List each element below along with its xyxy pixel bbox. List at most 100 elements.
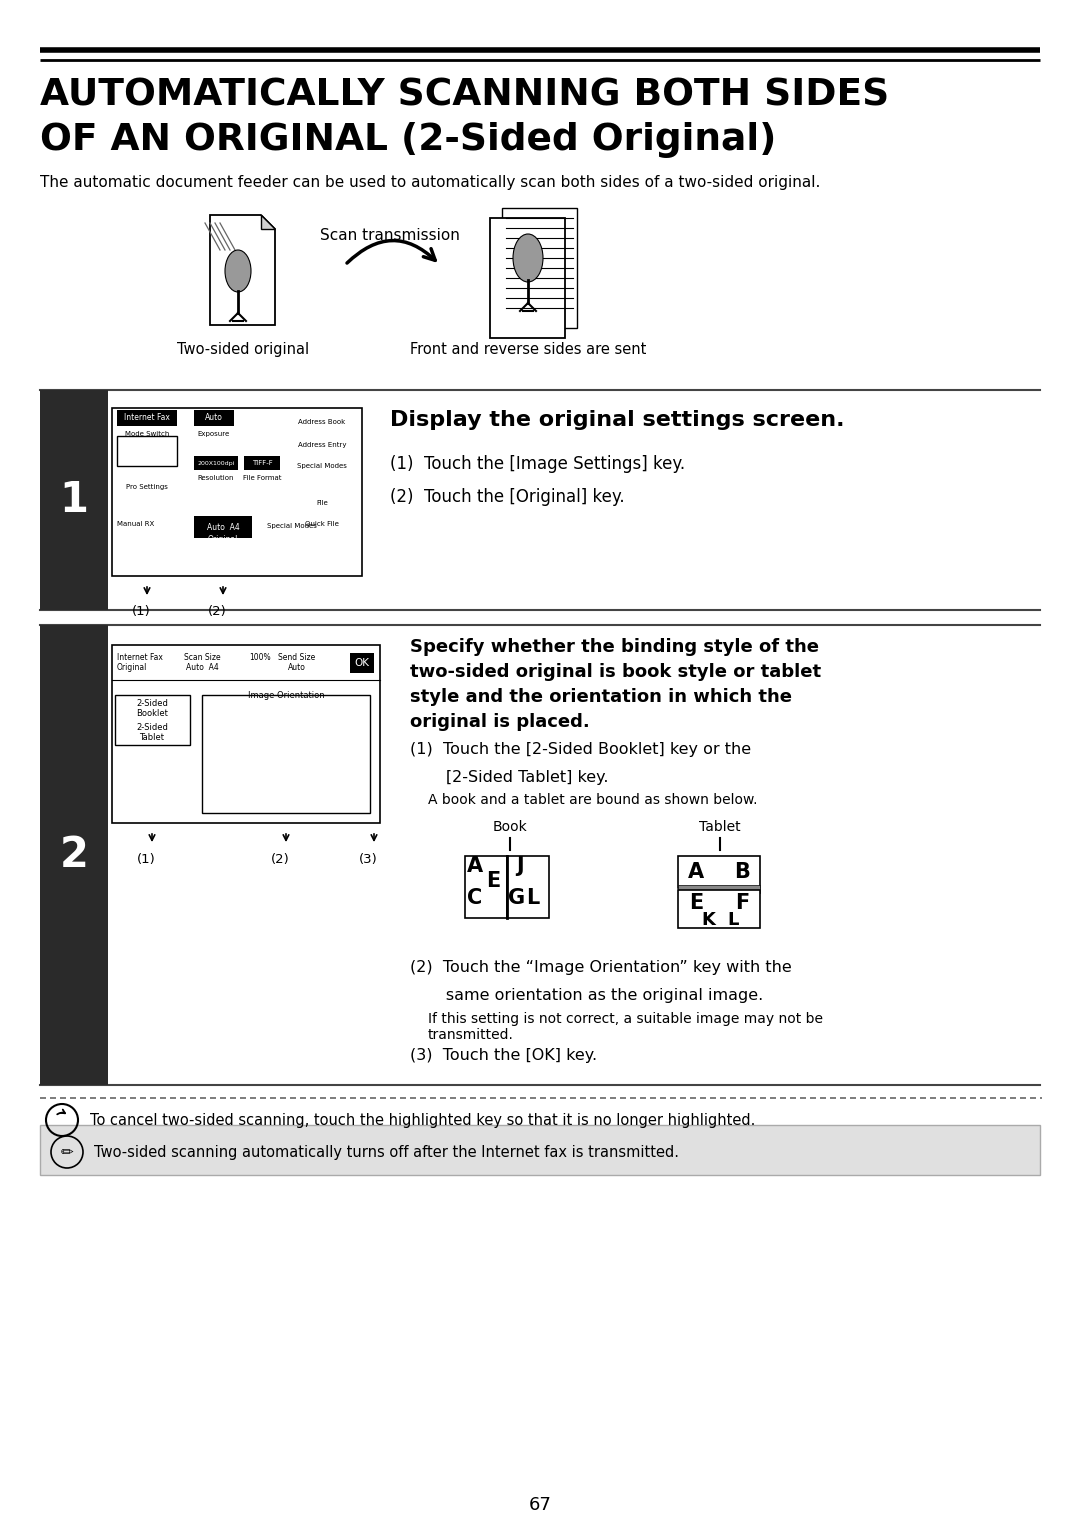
Bar — [350, 652, 374, 672]
Text: Settings: Settings — [131, 457, 163, 466]
Text: (2)  Touch the [Original] key.: (2) Touch the [Original] key. — [390, 487, 624, 506]
Text: 67: 67 — [528, 1496, 552, 1514]
Text: Image: Image — [135, 448, 159, 457]
Bar — [194, 516, 252, 538]
Text: Two-sided scanning automatically turns off after the Internet fax is transmitted: Two-sided scanning automatically turns o… — [94, 1144, 679, 1160]
Text: A: A — [688, 862, 704, 882]
Text: 2-Sided: 2-Sided — [136, 723, 167, 732]
Text: File: File — [316, 500, 328, 506]
Text: Original: Original — [117, 663, 147, 671]
Text: J: J — [516, 856, 524, 876]
Text: Resolution: Resolution — [198, 475, 234, 481]
Bar — [112, 645, 380, 824]
Text: If this setting is not correct, a suitable image may not be
transmitted.: If this setting is not correct, a suitab… — [428, 1012, 823, 1042]
Text: Tablet: Tablet — [699, 821, 741, 834]
Bar — [465, 856, 507, 918]
Text: (2)  Touch the “Image Orientation” key with the: (2) Touch the “Image Orientation” key wi… — [410, 960, 792, 975]
Bar — [507, 856, 549, 918]
Text: Image Orientation: Image Orientation — [247, 691, 324, 700]
FancyArrowPatch shape — [347, 240, 435, 263]
Text: OF AN ORIGINAL (2-Sided Original): OF AN ORIGINAL (2-Sided Original) — [40, 122, 777, 157]
Text: (1): (1) — [137, 853, 156, 865]
Polygon shape — [261, 215, 275, 229]
Text: To cancel two-sided scanning, touch the highlighted key so that it is no longer : To cancel two-sided scanning, touch the … — [90, 1112, 755, 1128]
Bar — [678, 889, 760, 927]
Text: Front and reverse sides are sent: Front and reverse sides are sent — [409, 342, 646, 358]
Bar — [117, 435, 177, 466]
Text: [2-Sided Tablet] key.: [2-Sided Tablet] key. — [410, 770, 608, 785]
Text: Auto: Auto — [288, 663, 306, 671]
Text: Auto  A4: Auto A4 — [186, 663, 218, 671]
Text: A: A — [467, 856, 483, 876]
Text: AUTOMATICALLY SCANNING BOTH SIDES: AUTOMATICALLY SCANNING BOTH SIDES — [40, 78, 889, 115]
Text: Scan Size: Scan Size — [184, 652, 220, 662]
Ellipse shape — [513, 234, 543, 283]
Text: K: K — [701, 911, 715, 929]
Text: 200X100dpi: 200X100dpi — [198, 460, 234, 466]
Text: (2): (2) — [208, 605, 227, 617]
Text: Special Modes: Special Modes — [267, 523, 316, 529]
Text: (2): (2) — [271, 853, 289, 865]
Ellipse shape — [225, 251, 251, 292]
Text: Tablet: Tablet — [139, 732, 164, 741]
Text: TIFF-F: TIFF-F — [252, 460, 272, 466]
Text: (1)  Touch the [Image Settings] key.: (1) Touch the [Image Settings] key. — [390, 455, 685, 474]
Text: L: L — [727, 911, 739, 929]
Text: Booklet: Booklet — [136, 709, 167, 718]
Bar — [40, 390, 108, 610]
Bar — [202, 695, 370, 813]
Text: C: C — [468, 888, 483, 908]
Bar — [502, 208, 577, 329]
Text: A book and a tablet are bound as shown below.: A book and a tablet are bound as shown b… — [428, 793, 757, 807]
Bar — [40, 1125, 1040, 1175]
Bar — [194, 455, 238, 471]
Text: (1)  Touch the [2-Sided Booklet] key or the: (1) Touch the [2-Sided Booklet] key or t… — [410, 743, 751, 756]
Text: Special Modes: Special Modes — [297, 463, 347, 469]
Text: B: B — [734, 862, 750, 882]
Text: 1: 1 — [59, 478, 89, 521]
Bar — [194, 410, 234, 426]
Text: E: E — [486, 871, 500, 891]
Text: The automatic document feeder can be used to automatically scan both sides of a : The automatic document feeder can be use… — [40, 176, 821, 189]
Text: 2: 2 — [59, 834, 89, 876]
Text: 100%: 100% — [249, 652, 271, 662]
Text: Auto: Auto — [205, 414, 222, 423]
Bar — [490, 219, 565, 338]
Text: Two-sided original: Two-sided original — [177, 342, 309, 358]
Text: (3): (3) — [359, 853, 378, 865]
Text: Send Size: Send Size — [279, 652, 315, 662]
Text: Book: Book — [492, 821, 527, 834]
Text: same orientation as the original image.: same orientation as the original image. — [410, 989, 764, 1002]
Text: G: G — [509, 888, 526, 908]
FancyArrowPatch shape — [57, 1109, 65, 1114]
Text: E: E — [689, 892, 703, 914]
Text: (1): (1) — [132, 605, 151, 617]
Bar — [40, 625, 108, 1085]
Text: Address Book: Address Book — [298, 419, 346, 425]
Text: Internet Fax: Internet Fax — [117, 652, 163, 662]
Text: Pro Settings: Pro Settings — [126, 484, 167, 490]
Text: Address Entry: Address Entry — [298, 442, 347, 448]
Text: File Format: File Format — [243, 475, 281, 481]
Text: Auto  A4: Auto A4 — [206, 524, 240, 532]
Text: Exposure: Exposure — [198, 431, 230, 437]
Text: Display the original settings screen.: Display the original settings screen. — [390, 410, 845, 429]
Text: L: L — [526, 888, 540, 908]
Text: ✏: ✏ — [60, 1144, 73, 1160]
Text: (3)  Touch the [OK] key.: (3) Touch the [OK] key. — [410, 1048, 597, 1063]
Text: Mode Switch: Mode Switch — [125, 431, 170, 437]
Text: 2-Sided: 2-Sided — [136, 698, 167, 707]
Text: F: F — [734, 892, 750, 914]
Bar — [244, 455, 280, 471]
Text: Internet Fax: Internet Fax — [124, 414, 170, 423]
Text: OK: OK — [354, 659, 369, 668]
Bar — [117, 410, 177, 426]
Text: Scan transmission: Scan transmission — [320, 228, 460, 243]
Text: Specify whether the binding style of the
two-sided original is book style or tab: Specify whether the binding style of the… — [410, 639, 821, 730]
Text: Quick File: Quick File — [305, 521, 339, 527]
Bar — [112, 408, 362, 576]
Bar — [678, 856, 760, 888]
Text: Manual RX: Manual RX — [117, 521, 154, 527]
Bar — [114, 695, 190, 746]
Bar — [678, 885, 760, 892]
